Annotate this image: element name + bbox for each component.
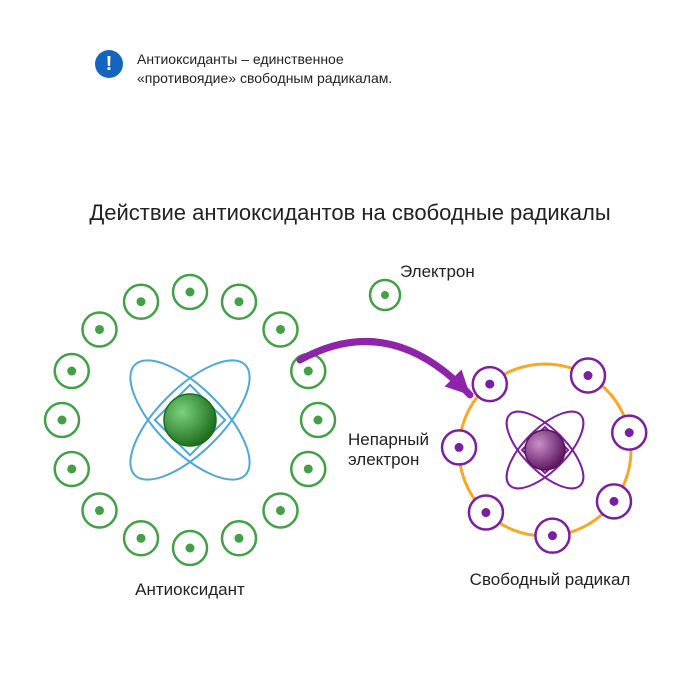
info-text: Антиоксиданты – единственное «противояди…: [137, 50, 397, 88]
diagram-title: Действие антиоксидантов на свободные рад…: [0, 200, 700, 226]
diagram: Электрон Непарный электрон Антиоксидант …: [0, 240, 700, 660]
label-electron: Электрон: [400, 262, 520, 282]
label-antioxidant: Антиоксидант: [110, 580, 270, 600]
info-icon: !: [95, 50, 123, 78]
info-callout: ! Антиоксиданты – единственное «противоя…: [95, 50, 397, 88]
label-unpaired-electron: Непарный электрон: [348, 430, 458, 471]
label-free-radical: Свободный радикал: [450, 570, 650, 590]
